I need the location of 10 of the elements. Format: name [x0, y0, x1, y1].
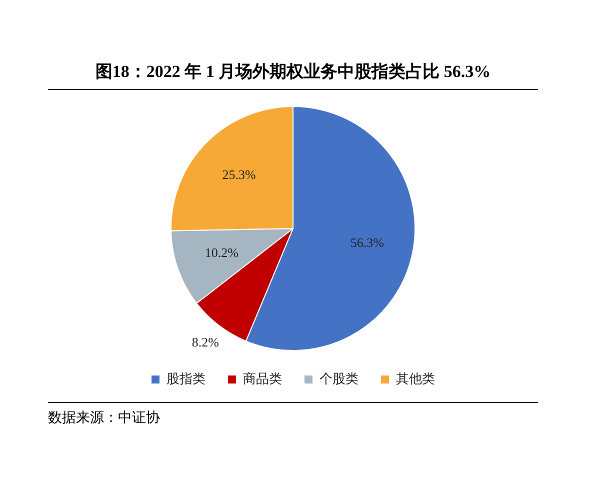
legend-label: 股指类: [166, 370, 206, 386]
source-note: 数据来源：中证协: [48, 402, 538, 427]
chart-title: 图18：2022 年 1 月场外期权业务中股指类占比 56.3%: [48, 60, 538, 90]
data-label: 10.2%: [204, 245, 239, 260]
legend-label: 其他类: [396, 370, 435, 386]
data-label: 56.3%: [350, 234, 384, 250]
data-label: 8.2%: [192, 334, 220, 350]
data-label: 25.3%: [222, 166, 256, 182]
legend-label: 个股类: [320, 370, 358, 386]
legend-label: 商品类: [243, 370, 282, 386]
